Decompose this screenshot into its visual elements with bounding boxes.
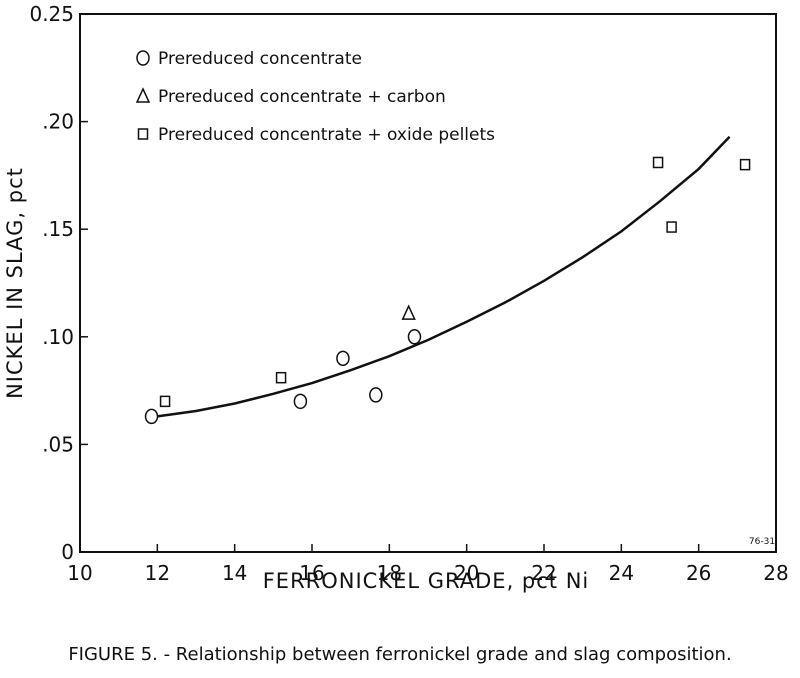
figure-caption: FIGURE 5. - Relationship between ferroni… [68, 644, 732, 665]
data-point-square [739, 158, 751, 171]
chart-axes: 10 12 14 16 18 20 22 24 26 28 0 .05 .10 .15 .20 0.25 [29, 2, 788, 585]
legend-marker-circle [136, 50, 150, 66]
y-axis-label: NICKEL IN SLAG, pct [3, 167, 27, 399]
data-point-circle [293, 393, 308, 410]
data-point-triangle [401, 304, 416, 320]
x-tick-label: 14 [222, 561, 247, 585]
data-point-square [652, 156, 664, 169]
data-point-circle [336, 350, 350, 367]
figure-code-annotation: 76-31 [749, 537, 775, 547]
data-point-square [159, 395, 171, 408]
legend-label: Prereduced concentrate + carbon [158, 87, 446, 107]
x-tick-label: 22 [531, 561, 556, 585]
chart-marks [144, 135, 751, 425]
y-tick-label: 0.25 [29, 2, 74, 26]
data-point-circle [407, 329, 422, 345]
x-tick-label: 28 [763, 561, 788, 585]
legend-marker-triangle [135, 87, 151, 103]
y-tick-label: .20 [42, 110, 74, 134]
plot-frame [79, 13, 777, 553]
x-tick-label: 16 [299, 561, 324, 585]
data-point-circle [144, 408, 159, 425]
legend-label: Prereduced concentrate [158, 49, 362, 69]
data-point-circle [369, 387, 383, 403]
legend-label: Prereduced concentrate + oxide pellets [158, 125, 495, 145]
x-tick-label: 12 [145, 561, 170, 585]
chart: 10 12 14 16 18 20 22 24 26 28 0 .05 .10 .15 .20 0.25 Pr… [3, 2, 789, 593]
data-point-square [275, 371, 287, 384]
x-tick-label: 26 [686, 561, 711, 585]
chart-legend: Prereduced concentrate Prereduced concent… [135, 49, 495, 145]
y-tick-label: .15 [42, 217, 74, 241]
x-tick-label: 10 [67, 561, 92, 585]
y-tick-label: .10 [42, 325, 74, 349]
y-tick-label: .05 [42, 432, 74, 456]
x-tick-label: 20 [454, 561, 479, 585]
legend-marker-square [137, 128, 149, 140]
x-axis-label: FERRONICKEL GRADE, pct Ni [263, 569, 590, 593]
data-point-square [666, 221, 677, 233]
x-tick-label: 24 [609, 561, 634, 585]
y-tick-label: 0 [61, 540, 74, 564]
x-tick-label: 18 [377, 561, 402, 585]
fit-curve [157, 135, 731, 418]
